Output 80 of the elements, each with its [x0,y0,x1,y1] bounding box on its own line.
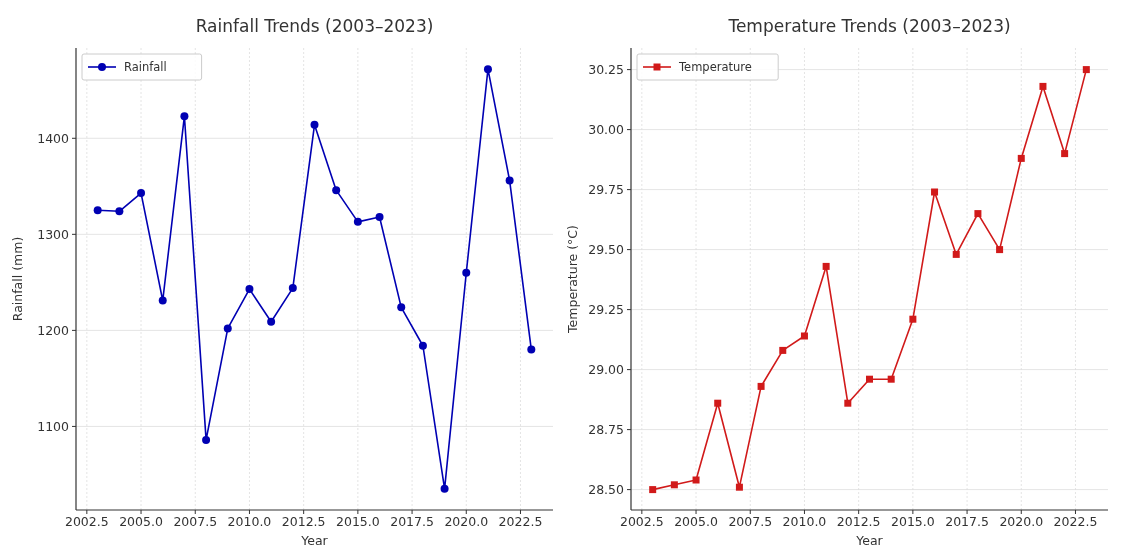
x-axis-title: Year [855,533,884,548]
point [353,217,362,226]
x-tick-label: 2012.5 [836,514,881,529]
point [757,382,765,390]
x-axis-title: Year [300,533,329,548]
point [527,345,536,354]
point [822,262,830,270]
chart-title: Rainfall Trends (2003–2023) [195,16,434,36]
y-tick-label: 28.75 [588,422,624,438]
point [866,375,873,383]
x-tick-label: 2002.5 [619,514,664,529]
y-tick-label: 29.50 [588,242,625,258]
y-tick-label: 1300 [37,226,70,242]
x-tick-label: 2007.5 [728,514,773,529]
point [462,268,471,277]
point [202,435,211,444]
x-tick-label: 2010.0 [782,514,827,529]
x-tick-label: 2017.5 [945,514,989,529]
y-tick-label: 1400 [37,130,70,146]
point [692,476,700,484]
point [505,176,514,185]
point [649,486,657,494]
point [245,285,254,294]
point [180,112,189,121]
y-tick-label: 1100 [37,418,70,434]
point [909,315,917,323]
x-tick-label: 2022.5 [498,514,543,529]
point [310,120,319,129]
point [996,246,1004,254]
point [440,484,449,493]
y-tick-label: 28.50 [588,482,625,498]
point [332,186,341,195]
point [1061,150,1069,158]
y-tick-label: 30.25 [588,62,624,78]
point [375,213,384,222]
y-tick-label: 29.25 [588,302,624,318]
y-tick-label: 1200 [37,322,70,338]
x-tick-label: 2007.5 [173,514,218,529]
x-tick-label: 2012.5 [281,514,326,529]
point [1039,82,1047,90]
y-tick-label: 29.75 [588,182,624,198]
y-tick-label: 29.00 [588,362,625,378]
x-tick-label: 2022.5 [1053,514,1098,529]
point [158,296,167,305]
point [974,210,982,218]
point [800,332,808,340]
point [137,189,146,198]
point [670,481,678,489]
chart-title: Temperature Trends (2003–2023) [727,16,1011,36]
y-tick-label: 30.00 [588,122,625,138]
point [397,303,406,312]
x-tick-label: 2005.0 [119,514,163,529]
point [115,207,124,216]
point [735,483,743,491]
x-tick-label: 2017.5 [390,514,434,529]
x-tick-label: 2020.0 [444,514,489,529]
point [418,341,427,350]
point [288,284,297,293]
x-tick-label: 2015.0 [890,514,935,529]
point [223,324,232,333]
x-tick-label: 2020.0 [999,514,1044,529]
point [931,188,939,196]
x-tick-label: 2005.0 [674,514,718,529]
point [844,399,852,407]
point [1082,66,1090,74]
x-tick-label: 2010.0 [227,514,272,529]
point [267,317,276,326]
point [714,399,722,407]
y-axis-title: Temperature (°C) [565,225,580,334]
point [1017,154,1025,162]
point [952,250,960,258]
y-axis-title: Rainfall (mm) [10,236,25,322]
point [887,375,895,383]
point [483,65,492,74]
point [93,206,102,215]
legend-label: Temperature [678,60,752,74]
point [779,346,787,354]
x-tick-label: 2015.0 [335,514,380,529]
legend-label: Rainfall [124,60,167,74]
x-tick-label: 2002.5 [64,514,109,529]
